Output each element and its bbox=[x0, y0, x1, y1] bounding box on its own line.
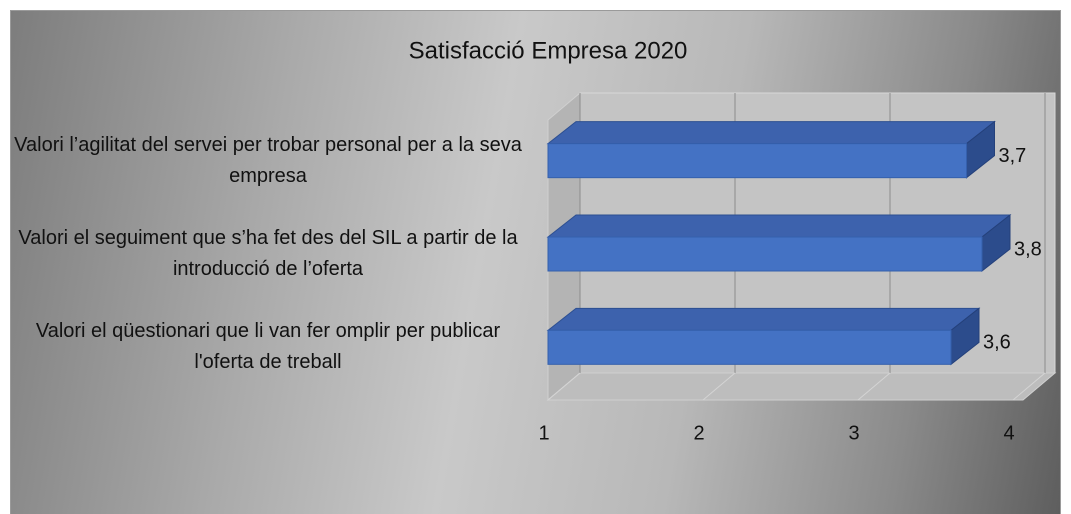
floor bbox=[546, 372, 1057, 401]
bar-top bbox=[546, 214, 1012, 238]
category-label: Valori l’agilitat del servei per trobar … bbox=[14, 133, 522, 187]
chart-title: Satisfacció Empresa 2020 bbox=[409, 37, 688, 64]
grid-line bbox=[857, 372, 891, 401]
bar-top bbox=[546, 307, 981, 331]
value-label: 3,8 bbox=[1014, 238, 1042, 260]
bar bbox=[547, 143, 967, 179]
grid-line bbox=[1012, 372, 1046, 401]
category-label: Valori el qüestionari que li van fer omp… bbox=[35, 320, 501, 374]
x-tick-label: 4 bbox=[1003, 422, 1014, 444]
bar bbox=[547, 329, 952, 365]
x-tick-label: 2 bbox=[693, 422, 704, 444]
bar bbox=[547, 236, 983, 272]
value-label: 3,7 bbox=[999, 145, 1027, 167]
category-label: Valori el seguiment que s’ha fet des del… bbox=[18, 227, 518, 280]
bar-top bbox=[546, 121, 996, 145]
grid-line bbox=[702, 372, 736, 401]
x-tick-label: 3 bbox=[848, 422, 859, 444]
x-tick-label: 1 bbox=[538, 422, 549, 444]
grid-line bbox=[547, 372, 581, 401]
value-label: 3,6 bbox=[983, 332, 1011, 354]
